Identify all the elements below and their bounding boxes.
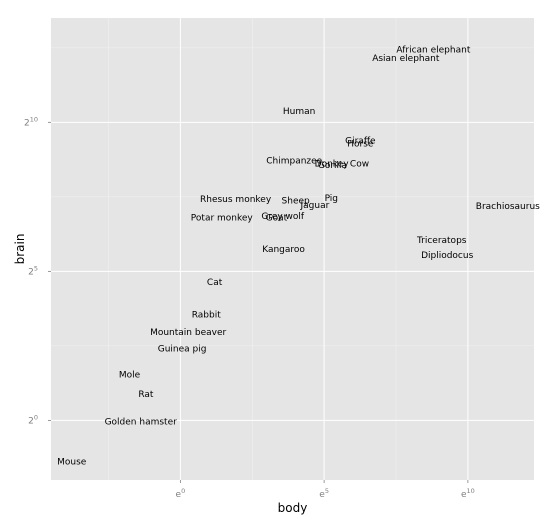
y-tick-base: 2 — [24, 118, 30, 128]
point-label: Mouse — [57, 458, 87, 468]
x-axis-title: body — [278, 501, 308, 515]
x-tick-base: e — [461, 490, 467, 500]
point-label: Donkey — [315, 159, 350, 169]
point-label: Golden hamster — [105, 418, 178, 428]
grid-major — [51, 18, 534, 480]
x-tick-exponent: 0 — [181, 487, 185, 495]
y-tick-label: 20 — [28, 413, 38, 426]
y-tick-base: 2 — [28, 267, 34, 277]
point-label: Grey wolf — [261, 212, 305, 222]
y-tick-exponent: 0 — [34, 413, 38, 421]
point-label: Chimpanzee — [266, 156, 322, 166]
y-tick-label: 25 — [28, 264, 38, 277]
y-tick-label: 210 — [24, 115, 38, 128]
point-label: Goat — [266, 214, 288, 224]
point-label: Rhesus monkey — [200, 195, 272, 205]
point-label: Cat — [207, 278, 223, 288]
point-label: African elephant — [396, 45, 470, 55]
point-label: Pig — [325, 194, 338, 204]
point-label: Gorilla — [318, 161, 347, 171]
point-label: Giraffe — [345, 137, 376, 147]
point-label: Potar monkey — [191, 214, 254, 224]
point-label: Rabbit — [192, 310, 221, 320]
point-label: Sheep — [282, 197, 310, 207]
y-tick-base: 2 — [28, 416, 34, 426]
x-tick-base: e — [319, 490, 325, 500]
x-tick-label: e10 — [461, 487, 475, 500]
plot-panel — [51, 18, 534, 480]
point-label: Guinea pig — [158, 344, 207, 354]
x-tick-exponent: 5 — [325, 487, 329, 495]
y-tick-exponent: 10 — [30, 115, 38, 123]
point-label: Dipliodocus — [421, 251, 474, 261]
x-axis-ticks: e0 e5 e10 — [176, 480, 475, 500]
x-tick-label: e5 — [319, 487, 329, 500]
point-label: Triceratops — [416, 236, 467, 246]
point-label: Rat — [138, 390, 154, 400]
x-tick-exponent: 10 — [467, 487, 475, 495]
y-axis-title: brain — [13, 234, 27, 265]
point-label: Jaguar — [300, 201, 330, 211]
point-label: Mountain beaver — [150, 328, 226, 338]
point-label: Cow — [350, 159, 369, 169]
point-label: Human — [283, 107, 315, 117]
point-label: Asian elephant — [372, 54, 440, 64]
x-tick-label: e0 — [176, 487, 186, 500]
point-label: Mole — [119, 370, 141, 380]
point-label: Brachiosaurus — [476, 202, 540, 212]
point-label: Horse — [347, 139, 374, 149]
grid-minor — [51, 18, 534, 480]
point-label: Kangaroo — [262, 245, 305, 255]
y-tick-exponent: 5 — [34, 264, 38, 272]
x-tick-base: e — [176, 490, 182, 500]
